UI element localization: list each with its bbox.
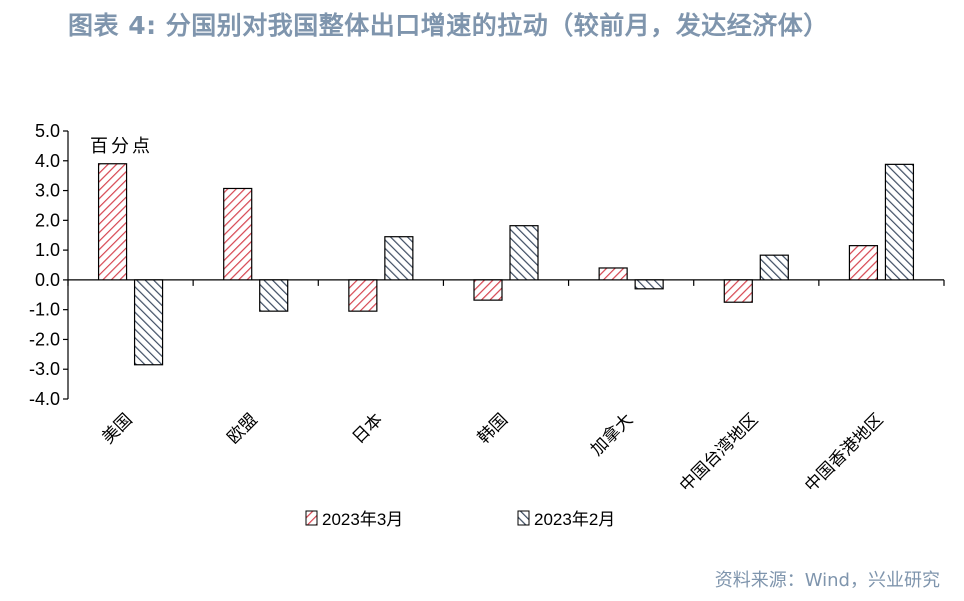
legend: 2023年3月 2023年2月 bbox=[305, 510, 615, 529]
axes bbox=[63, 130, 945, 400]
category-label-6: 中国香港地区 bbox=[801, 410, 887, 496]
y-tick-label: 2.0 bbox=[35, 210, 60, 230]
bar-series2-0 bbox=[133, 279, 164, 366]
y-tick-label: -1.0 bbox=[29, 300, 60, 320]
bar-series2-1 bbox=[259, 279, 289, 312]
bar-series1-0 bbox=[97, 163, 128, 281]
bar-series2-3 bbox=[509, 225, 539, 281]
category-label-4: 加拿大 bbox=[586, 409, 637, 460]
y-tick-label: 0.0 bbox=[35, 270, 60, 290]
category-label-1: 欧盟 bbox=[224, 410, 262, 448]
y-tick-label: 4.0 bbox=[35, 151, 60, 171]
bar-series2-4 bbox=[634, 279, 664, 290]
bar-series2-2 bbox=[384, 236, 414, 281]
legend-swatch-2 bbox=[517, 510, 530, 526]
bar-series1-6 bbox=[848, 245, 879, 281]
bar-series2-5 bbox=[759, 254, 789, 281]
legend-label-1: 2023年3月 bbox=[322, 510, 403, 529]
category-label-3: 韩国 bbox=[474, 410, 512, 448]
bar-series1-3 bbox=[473, 279, 503, 301]
legend-label-2: 2023年2月 bbox=[534, 510, 615, 529]
category-label-5: 中国台湾地区 bbox=[676, 410, 762, 496]
bar-series1-2 bbox=[348, 279, 378, 312]
y-tick-label: 1.0 bbox=[35, 240, 60, 260]
bar-series1-5 bbox=[723, 279, 753, 303]
y-tick-label: -2.0 bbox=[29, 329, 60, 349]
category-labels: 美国 欧盟 日本 韩国 加拿大 中国台湾地区 中国香港地区 bbox=[98, 409, 887, 496]
bar-series1-4 bbox=[598, 267, 628, 281]
bar-series1-1 bbox=[223, 187, 253, 281]
y-tick-label: -4.0 bbox=[29, 389, 60, 409]
unit-label: 百分点 bbox=[90, 136, 153, 157]
y-axis-tick-labels: 5.0 4.0 3.0 2.0 1.0 0.0 -1.0 -2.0 -3.0 -4.0 bbox=[29, 121, 60, 409]
bar-series2-6 bbox=[884, 163, 915, 281]
y-tick-label: 3.0 bbox=[35, 181, 60, 201]
y-tick-label: -3.0 bbox=[29, 359, 60, 379]
category-label-0: 美国 bbox=[98, 410, 136, 448]
category-label-2: 日本 bbox=[349, 410, 387, 448]
chart-title: 图表 4: 分国别对我国整体出口增速的拉动（较前月，发达经济体） bbox=[68, 11, 829, 40]
source-note: 资料来源：Wind，兴业研究 bbox=[714, 570, 940, 591]
bars bbox=[97, 163, 915, 366]
legend-swatch-1 bbox=[305, 510, 318, 526]
y-tick-label: 5.0 bbox=[35, 121, 60, 141]
